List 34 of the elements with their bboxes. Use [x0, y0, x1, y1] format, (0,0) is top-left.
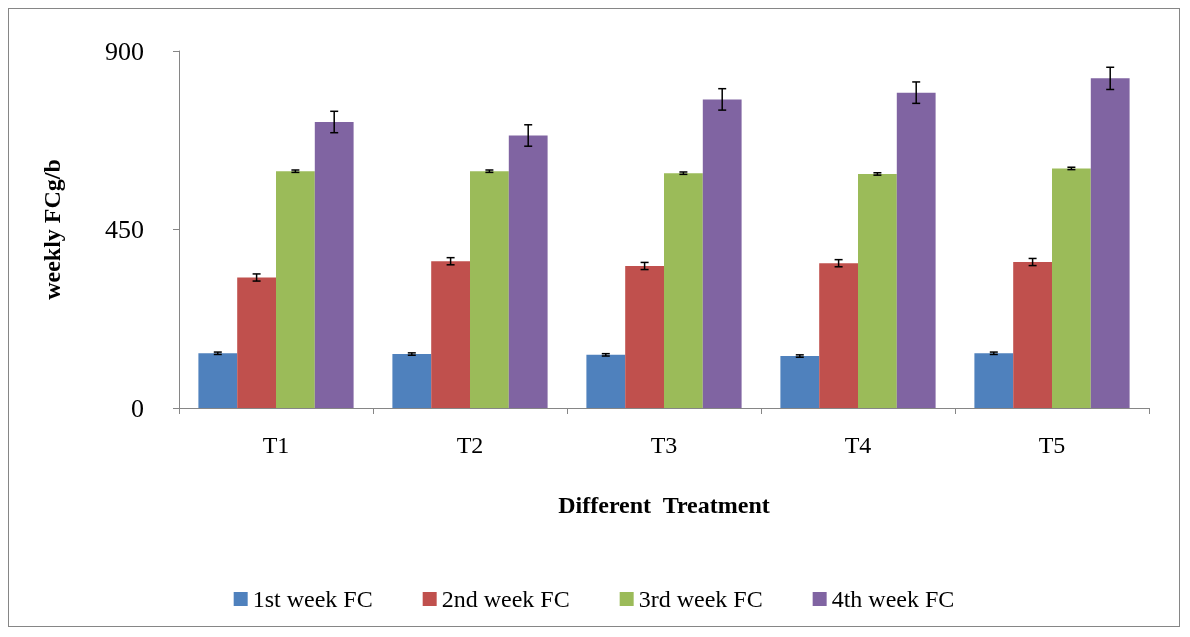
bar [974, 353, 1014, 408]
legend-label: 4th week FC [831, 586, 955, 612]
bar [1013, 262, 1052, 408]
bar [314, 122, 354, 408]
bar [896, 92, 936, 408]
bar [625, 265, 664, 408]
x-tick-label: T1 [262, 432, 290, 458]
bar [392, 354, 432, 408]
bar [237, 277, 276, 408]
bar [664, 173, 703, 408]
legend-label: 2nd week FC [441, 586, 570, 612]
bar [586, 354, 626, 408]
y-axis-title: weekly FCg/b [39, 159, 65, 300]
x-tick-label: T4 [844, 432, 872, 458]
bar [1052, 168, 1091, 408]
x-tick-label: T3 [650, 432, 678, 458]
y-tick-label: 0 [131, 393, 144, 423]
legend-label: 1st week FC [252, 586, 373, 612]
y-tick-label: 900 [105, 36, 144, 66]
bar [858, 173, 897, 408]
bar [431, 261, 470, 408]
y-tick-label: 450 [105, 215, 144, 244]
bar [508, 135, 548, 408]
bar [780, 356, 820, 408]
bar [702, 99, 742, 408]
x-axis-title: Different Treatment [558, 492, 770, 518]
x-tick-label: T2 [456, 432, 484, 458]
x-tick-label: T5 [1038, 432, 1066, 458]
bar [819, 263, 858, 408]
legend-label: 3rd week FC [638, 586, 763, 612]
bar [198, 353, 238, 408]
bar [470, 171, 509, 408]
bar [1090, 78, 1130, 408]
bar [276, 171, 315, 408]
